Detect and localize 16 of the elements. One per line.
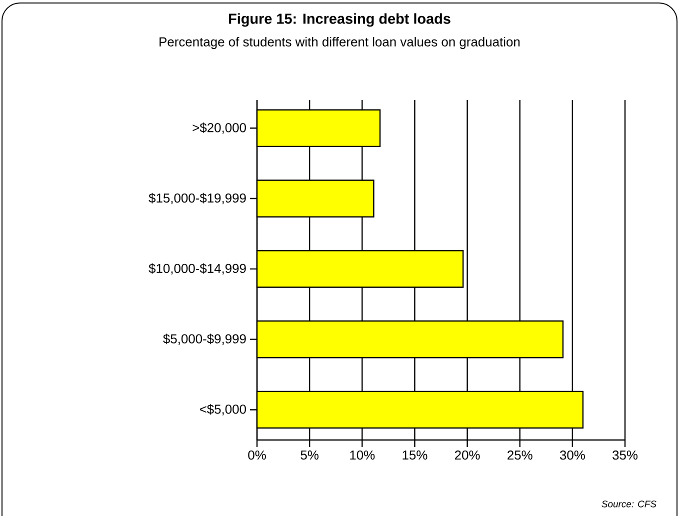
chart-title: Figure 15: Increasing debt loads bbox=[229, 13, 450, 27]
y-tick-label: $15,000-$19,999 bbox=[148, 192, 246, 204]
x-tick-label: 15% bbox=[402, 450, 428, 460]
x-tick-label: 20% bbox=[454, 450, 480, 460]
y-tick-label: $5,000-$9,999 bbox=[163, 334, 246, 345]
y-tick-label: $10,000-$14,999 bbox=[148, 263, 246, 275]
y-tick-label: >$20,000 bbox=[192, 122, 246, 134]
x-tick-label: 30% bbox=[560, 450, 585, 460]
x-tick-label: 25% bbox=[508, 450, 532, 460]
chart-subtitle: Percentage of students with different loan values on graduation bbox=[160, 36, 520, 50]
source-note: Source: CFS bbox=[602, 500, 656, 508]
y-tick-label: <$5,000 bbox=[200, 404, 246, 416]
x-tick-label: 5% bbox=[300, 450, 318, 460]
x-tick-label: 0% bbox=[248, 450, 266, 460]
x-tick-label: 35% bbox=[612, 450, 638, 460]
x-tick-label: 10% bbox=[350, 450, 375, 460]
